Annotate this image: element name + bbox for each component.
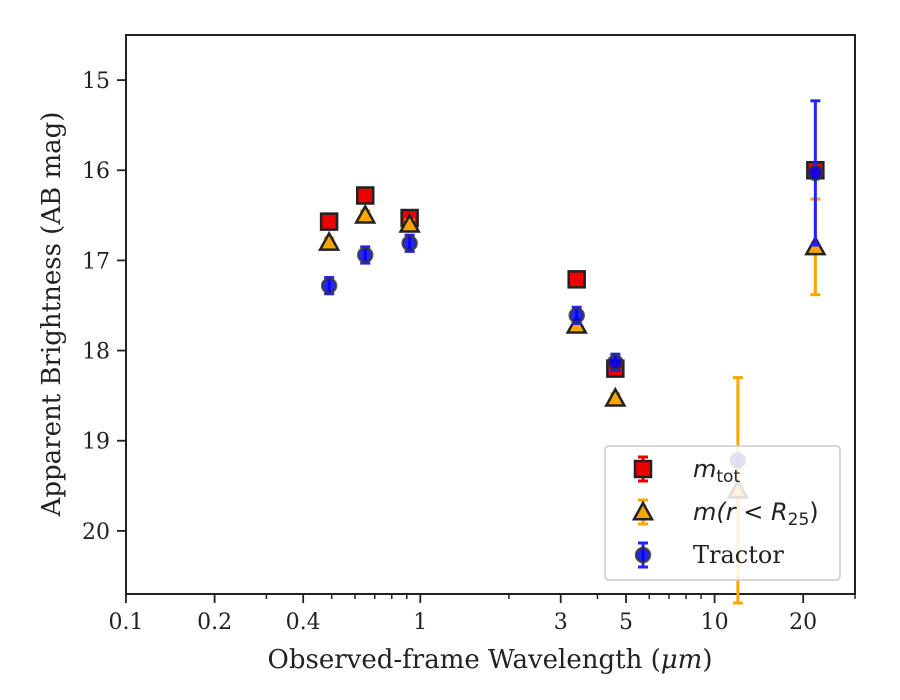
data-point — [567, 270, 586, 289]
x-tick-label: 0.2 — [197, 610, 232, 635]
data-point — [354, 203, 377, 224]
x-tick-label: 0.1 — [109, 610, 144, 635]
x-axis: 0.1 0.2 0.4 1 3 5 10 20 — [109, 594, 856, 635]
data-point — [319, 212, 339, 231]
y-tick-label: 15 — [82, 69, 110, 94]
y-tick-label: 16 — [82, 159, 110, 184]
x-tick-label: 1 — [413, 610, 427, 635]
x-tick-label: 3 — [554, 610, 568, 635]
data-point — [604, 386, 627, 407]
x-tick-label: 5 — [619, 610, 633, 635]
data-point — [807, 164, 824, 182]
y-tick-label: 18 — [82, 340, 110, 365]
y-axis-label: Apparent Brightness (AB mag) — [37, 112, 67, 518]
legend-marker — [631, 500, 655, 521]
x-axis-label: Observed-frame Wavelength (μm) — [268, 645, 713, 675]
legend-marker — [633, 459, 653, 479]
y-tick-label: 19 — [82, 430, 110, 455]
x-tick-label: 0.4 — [286, 610, 321, 635]
legend-marker — [634, 546, 652, 564]
y-tick-label: 20 — [82, 520, 110, 545]
legend-box — [604, 445, 841, 581]
data-marks — [317, 99, 827, 605]
data-point — [401, 235, 418, 252]
data-point — [398, 212, 421, 233]
x-tick-label: 20 — [789, 610, 817, 635]
data-point — [320, 277, 338, 294]
series-0 — [319, 160, 825, 378]
data-point — [355, 186, 375, 205]
x-tick-label: 10 — [701, 610, 729, 635]
legend: mtot m(r < R25) Tractor — [604, 445, 841, 581]
data-point — [607, 354, 624, 371]
y-axis: 15 16 17 18 19 20 — [82, 69, 126, 545]
y-tick-label: 17 — [82, 249, 110, 274]
data-point — [568, 307, 585, 324]
plot-frame — [125, 34, 856, 595]
legend-label: m(r < R25) — [693, 498, 819, 530]
legend-label: Tractor — [693, 541, 784, 569]
data-point — [356, 246, 374, 264]
data-point — [317, 230, 341, 251]
plot-border — [125, 34, 856, 595]
legend-label: mtot — [693, 455, 740, 487]
